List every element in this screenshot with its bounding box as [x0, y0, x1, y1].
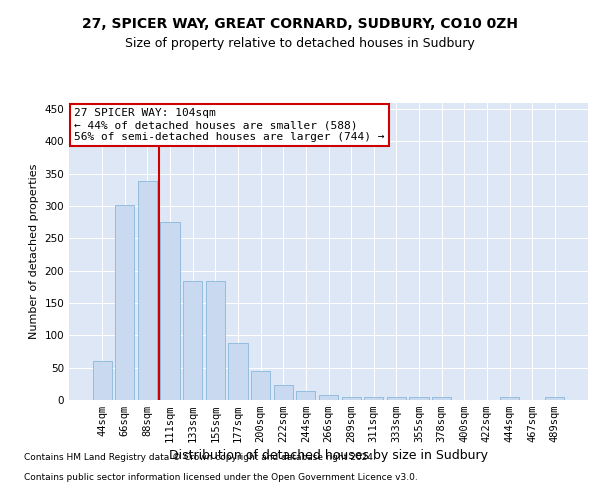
Text: 27 SPICER WAY: 104sqm
← 44% of detached houses are smaller (588)
56% of semi-det: 27 SPICER WAY: 104sqm ← 44% of detached … [74, 108, 385, 142]
Bar [251, 371, 270, 400]
Bar [274, 385, 293, 400]
Bar [229, 343, 248, 400]
Text: 27, SPICER WAY, GREAT CORNARD, SUDBURY, CO10 0ZH: 27, SPICER WAY, GREAT CORNARD, SUDBURY, … [82, 18, 518, 32]
Bar [138, 182, 157, 400]
Bar [387, 398, 406, 400]
Bar [319, 396, 338, 400]
Bar [92, 361, 112, 400]
Bar [160, 222, 180, 400]
Text: Contains public sector information licensed under the Open Government Licence v3: Contains public sector information licen… [24, 472, 418, 482]
Bar [206, 281, 225, 400]
Bar [183, 281, 202, 400]
Text: Size of property relative to detached houses in Sudbury: Size of property relative to detached ho… [125, 38, 475, 51]
Bar [364, 398, 383, 400]
X-axis label: Distribution of detached houses by size in Sudbury: Distribution of detached houses by size … [169, 450, 488, 462]
Bar [432, 398, 451, 400]
Bar [545, 397, 565, 400]
Bar [500, 397, 519, 400]
Bar [341, 397, 361, 400]
Bar [296, 391, 316, 400]
Y-axis label: Number of detached properties: Number of detached properties [29, 164, 39, 339]
Bar [409, 398, 428, 400]
Text: Contains HM Land Registry data © Crown copyright and database right 2024.: Contains HM Land Registry data © Crown c… [24, 452, 376, 462]
Bar [115, 206, 134, 400]
